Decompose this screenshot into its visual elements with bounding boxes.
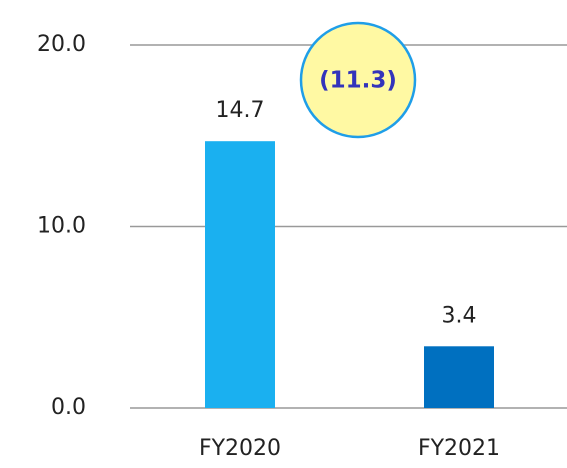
data-label: 14.7 bbox=[216, 98, 265, 123]
bar bbox=[205, 141, 275, 408]
annotation: (11.3) bbox=[319, 68, 397, 94]
x-tick-label: FY2021 bbox=[418, 436, 500, 461]
y-tick-label: 0.0 bbox=[51, 395, 86, 420]
x-tick-label: FY2020 bbox=[199, 436, 281, 461]
y-tick-label: 20.0 bbox=[37, 32, 86, 57]
annotation-bubble bbox=[299, 21, 417, 139]
data-label: 3.4 bbox=[442, 303, 477, 328]
bar bbox=[424, 346, 494, 408]
y-tick-label: 10.0 bbox=[37, 214, 86, 239]
